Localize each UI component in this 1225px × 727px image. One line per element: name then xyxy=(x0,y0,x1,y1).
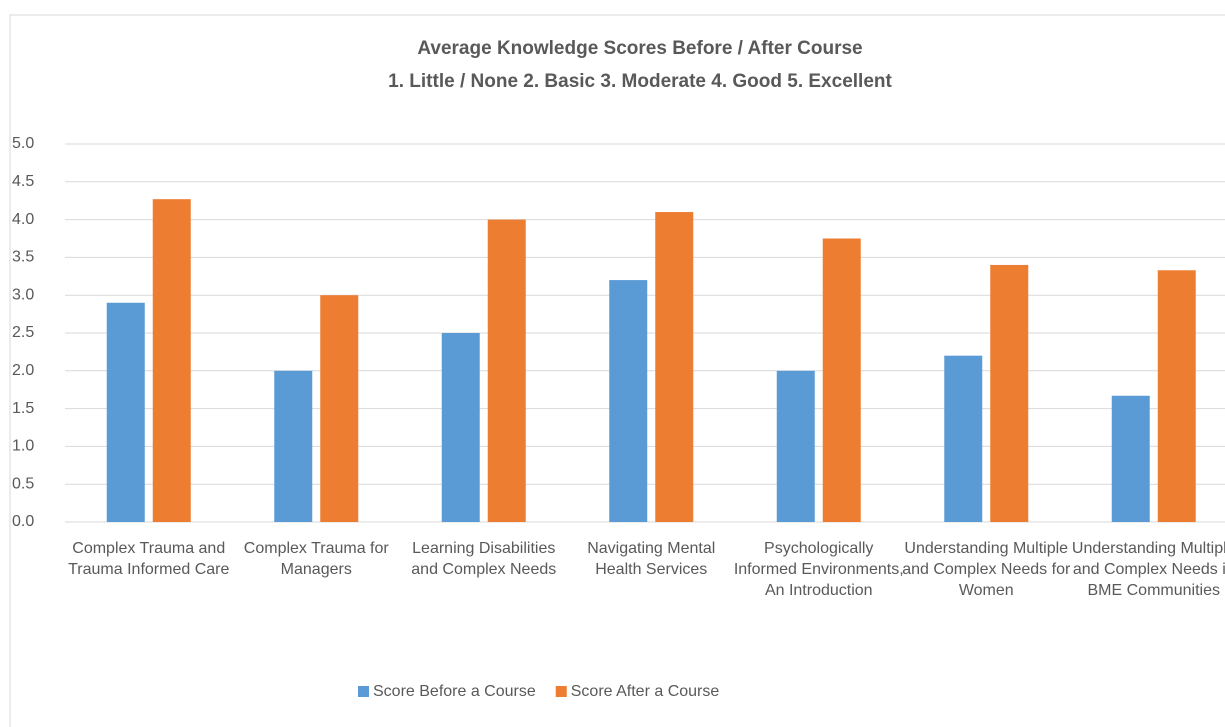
bar xyxy=(609,280,648,522)
bar xyxy=(944,355,983,522)
bar xyxy=(776,370,815,522)
bar xyxy=(152,199,191,523)
y-tick-label: 2.5 xyxy=(12,324,34,341)
bar xyxy=(1111,395,1150,522)
y-tick-label: 3.0 xyxy=(12,286,34,303)
bar xyxy=(274,370,313,522)
y-tick-label: 2.0 xyxy=(12,362,34,379)
y-tick-label: 1.5 xyxy=(12,400,34,417)
legend-swatch xyxy=(555,686,567,697)
y-tick-label: 3.5 xyxy=(12,249,34,266)
y-tick-label: 4.0 xyxy=(12,211,34,228)
bar xyxy=(320,295,359,522)
y-tick-label: 4.5 xyxy=(12,173,34,190)
bar xyxy=(822,238,861,522)
legend-label: Score After a Course xyxy=(571,683,720,700)
y-tick-label: 0.5 xyxy=(12,475,34,492)
legend-swatch xyxy=(358,686,369,697)
x-tick-label: Complex Trauma and Trauma Informed Care xyxy=(68,540,230,578)
bar xyxy=(487,219,526,522)
x-tick-label: Navigating Mental Health Services xyxy=(587,540,716,578)
bar xyxy=(106,302,145,522)
bar xyxy=(1157,270,1196,522)
x-tick-label: Psychologically Informed Environments, A… xyxy=(733,540,904,599)
x-tick-label: Understanding Multiple and Complex Needs… xyxy=(902,540,1071,599)
chart-title: Average Knowledge Scores Before / After … xyxy=(417,38,862,59)
y-tick-label: 5.0 xyxy=(12,135,34,152)
x-tick-label: Complex Trauma for Managers xyxy=(243,540,389,578)
bar xyxy=(441,333,480,522)
bar xyxy=(990,264,1029,522)
x-tick-label: Understanding Multiple and Complex Needs… xyxy=(1071,540,1225,599)
bar xyxy=(655,212,694,523)
chart-subtitle: 1. Little / None 2. Basic 3. Moderate 4.… xyxy=(388,71,892,92)
y-tick-label: 0.0 xyxy=(12,513,34,530)
legend-label: Score Before a Course xyxy=(373,683,536,700)
y-tick-label: 1.0 xyxy=(12,438,34,455)
x-tick-label: Learning Disabilities and Complex Needs xyxy=(411,540,557,578)
